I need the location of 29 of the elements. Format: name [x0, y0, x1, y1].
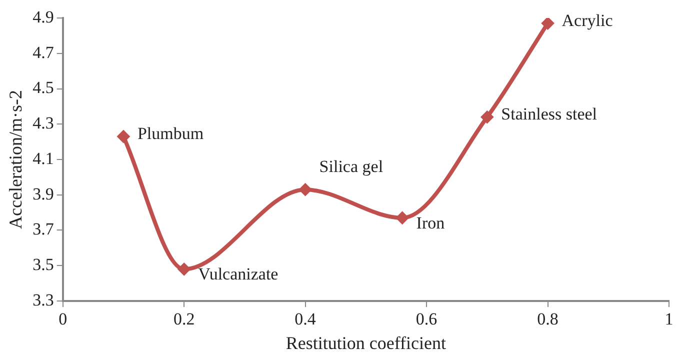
x-tick-label: 1 — [664, 310, 674, 329]
y-tick-label: 4.3 — [32, 114, 54, 133]
x-axis-title: Restitution coefficient — [286, 332, 446, 353]
y-axis-title: Acceleration/m·s-2 — [6, 90, 26, 229]
x-tick-label: 0.2 — [173, 310, 195, 329]
point — [298, 183, 312, 196]
annotation: Stainless steel — [501, 104, 598, 124]
annotation: Iron — [416, 213, 446, 232]
y-tick-label: 4.5 — [32, 78, 54, 98]
point — [480, 110, 494, 124]
annotation: Acrylic — [562, 10, 614, 30]
y-tick-label: 4.7 — [32, 42, 54, 62]
point — [396, 211, 409, 224]
point — [178, 262, 191, 276]
y-tick-label: 3.5 — [32, 255, 54, 274]
annotation: Plumbum — [137, 124, 204, 143]
x-tick-label: 0.4 — [294, 310, 316, 329]
x-tick-label: 0.8 — [537, 310, 558, 329]
x-tick-label: 0 — [58, 310, 68, 329]
y-tick-label: 3.3 — [32, 290, 54, 310]
y-tick-label: 4.1 — [32, 148, 54, 168]
annotation: Silica gel — [319, 157, 384, 176]
y-tick-label: 3.9 — [32, 184, 54, 204]
annotation: Vulcanizate — [198, 264, 278, 284]
point — [116, 130, 130, 144]
y-tick-label: 4.9 — [32, 7, 54, 26]
x-tick-label: 0.6 — [416, 310, 438, 329]
point — [541, 18, 554, 30]
y-tick-label: 3.7 — [32, 220, 54, 239]
